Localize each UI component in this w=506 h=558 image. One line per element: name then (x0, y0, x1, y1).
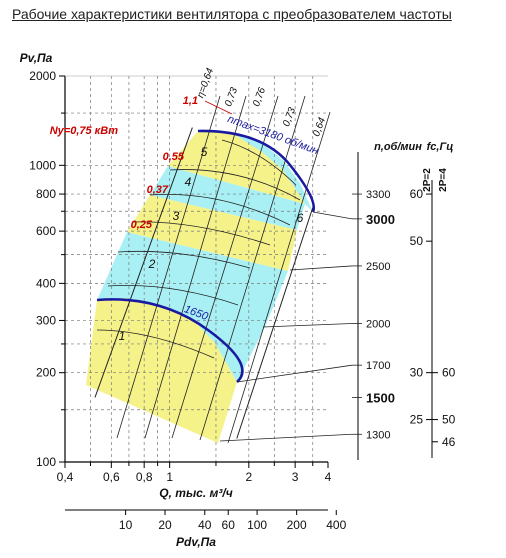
freq4-label-50: 50 (442, 413, 456, 427)
x-tick-label-4: 0,8 (136, 470, 153, 484)
envelope-right-line (236, 207, 314, 439)
freq2-label-25: 25 (410, 413, 424, 427)
x-tick-label-10: 3 (292, 470, 299, 484)
rpm-leader-3 (312, 211, 353, 220)
freq4-label-60: 60 (442, 366, 456, 380)
y-axis-title: Pv,Па (20, 51, 53, 65)
x-tick-label-6: 1 (166, 470, 173, 484)
pdv-tick-label-10: 10 (119, 518, 133, 532)
y-tick-label-2: 200 (36, 366, 56, 380)
power-label-0: 1,1 (183, 95, 198, 107)
rpm-leader-1 (262, 323, 353, 328)
pdv-tick-label-20: 20 (158, 518, 172, 532)
rpm-label-1700: 1700 (366, 360, 390, 372)
power-leader (204, 100, 233, 115)
characteristic-curve-3 (117, 250, 251, 269)
x-tick-label-8: 2 (245, 470, 252, 484)
pdv-tick-label-400: 400 (326, 518, 346, 532)
y-tick-label-12: 2000 (29, 69, 56, 83)
efficiency-label-0: η=0,64 (195, 66, 216, 99)
power-label-1: Nу=0,75 кВт (50, 125, 118, 137)
efficiency-rays (116, 95, 331, 444)
y-tick-label-5: 400 (36, 276, 56, 290)
zone-bands (86, 131, 313, 443)
rpm-label-2000: 2000 (366, 318, 390, 330)
freq2-label-60: 60 (410, 187, 424, 201)
y-tick-label-9: 800 (36, 187, 56, 201)
rpm-label-2500: 2500 (366, 261, 390, 273)
grid (65, 76, 328, 462)
zone-label-1: 1 (119, 329, 126, 343)
power-label-3: 0,37 (147, 184, 169, 196)
y-tick-label-10: 1000 (29, 158, 56, 172)
efficiency-ray-1 (116, 95, 221, 439)
rpm-label-3000: 3000 (366, 212, 395, 227)
x-tick-label-0: 0,4 (57, 470, 74, 484)
x-tick-label-12: 4 (325, 470, 332, 484)
max-speed-curve (197, 129, 316, 213)
efficiency-ray-5 (227, 111, 331, 444)
zone-label-5: 5 (201, 145, 208, 159)
efficiency-ray-4 (199, 95, 306, 441)
power-label-4: 0,25 (131, 219, 153, 231)
efficiency-label-2: 0,76 (251, 86, 268, 108)
characteristic-curve-1 (96, 329, 215, 359)
pdv-tick-label-60: 60 (222, 518, 236, 532)
power-label-2: 0,55 (163, 151, 185, 163)
pdv-tick-label-40: 40 (198, 518, 212, 532)
zone-band-2 (97, 232, 288, 382)
efficiency-ray-3 (171, 95, 279, 439)
rpm-label-1300: 1300 (366, 429, 390, 441)
zone-label-6: 6 (297, 211, 304, 225)
efficiency-ray-2 (144, 95, 247, 439)
envelope-left-line (94, 127, 193, 398)
zone-band-1 (86, 298, 237, 443)
zone-label-2: 2 (148, 257, 156, 271)
characteristic-curve-5 (149, 194, 291, 226)
min-speed-curve (96, 298, 244, 383)
y-tick-label-0: 100 (36, 455, 56, 469)
efficiency-label-3: 0,73 (281, 106, 298, 128)
pdv-tick-label-200: 200 (287, 518, 307, 532)
freq-axis-title: fc,Гц (427, 141, 454, 153)
characteristic-curve-2 (107, 285, 239, 306)
freq4-label-46: 46 (442, 435, 456, 449)
freq2-label-50: 50 (410, 234, 424, 248)
rpm-axis-title: n,об/мин (374, 141, 422, 153)
zone-label-3: 3 (173, 209, 180, 223)
characteristic-curve-6 (169, 169, 301, 201)
x-axis-title: Q, тыс. м³/ч (159, 486, 232, 500)
x-tick-label-2: 0,6 (103, 470, 120, 484)
rpm-label-3300: 3300 (366, 189, 390, 201)
rpm-leader-2 (289, 265, 353, 271)
y-tick-label-4: 300 (36, 313, 56, 327)
rpm-label-1500: 1500 (366, 390, 395, 405)
efficiency-label-1: 0,73 (223, 86, 240, 108)
freq2-label-30: 30 (410, 366, 424, 380)
pdv-axis-title: Pdv,Па (176, 535, 216, 549)
page-title: Рабочие характеристики вентилятора с пре… (12, 6, 452, 22)
characteristic-curve-4 (131, 221, 271, 246)
pole-label-2p2: 2P=2 (422, 168, 433, 192)
rpm-leader-low (219, 433, 353, 442)
y-tick-label-7: 600 (36, 224, 56, 238)
rpm-leaders (219, 193, 362, 442)
pole-label-2p4: 2P=4 (438, 168, 449, 192)
rpm-leader-0 (236, 364, 353, 383)
zone-label-4: 4 (185, 175, 192, 189)
pdv-tick-label-100: 100 (247, 518, 267, 532)
